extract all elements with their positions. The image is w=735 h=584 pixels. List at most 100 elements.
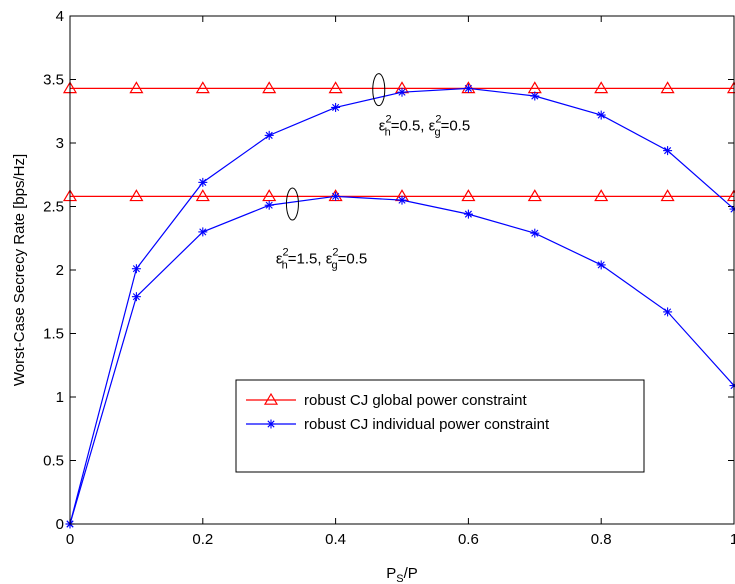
triangle-marker xyxy=(594,81,609,94)
annotation-sup: 2 xyxy=(435,113,441,125)
legend-box xyxy=(235,379,645,473)
y-tick-label: 0.5 xyxy=(43,453,64,470)
plot-frame xyxy=(69,15,735,525)
y-axis-label: Worst-Case Secrecy Rate [bps/Hz] xyxy=(11,154,28,386)
star-stroke xyxy=(265,131,273,139)
annotation-value: =0.5, ε xyxy=(391,117,436,134)
star-marker xyxy=(663,307,673,317)
star-stroke xyxy=(132,293,140,301)
annotation-sup: 2 xyxy=(332,247,338,259)
star-stroke xyxy=(464,84,472,92)
star-stroke xyxy=(199,228,207,236)
annotation-ellipse xyxy=(372,73,386,107)
star-stroke xyxy=(664,147,672,155)
star-stroke xyxy=(597,261,605,269)
triangle-marker xyxy=(328,81,343,94)
legend: robust CJ global power constraint robust … xyxy=(235,379,645,473)
star-marker xyxy=(266,419,276,429)
annotations: ε2 h=0.5, ε2 g=0.5ε2 h=1.5, ε2 g=0.5 xyxy=(276,73,470,272)
annotation-sub: g xyxy=(332,260,338,272)
star-stroke xyxy=(464,210,472,218)
x-tick-label: 0.4 xyxy=(325,531,346,548)
y-tick-label: 4 xyxy=(56,8,64,25)
star-stroke xyxy=(132,265,140,273)
x-axis-label-rest: /P xyxy=(404,565,418,582)
x-axis-label: PS/P xyxy=(386,565,418,584)
x-tick-label: 1 xyxy=(730,531,735,548)
y-tick-label: 2.5 xyxy=(43,199,64,216)
star-stroke xyxy=(597,111,605,119)
triangle-marker xyxy=(195,189,210,202)
star-stroke xyxy=(398,88,406,96)
legend-entry-triangle: robust CJ global power constraint xyxy=(246,392,527,409)
star-stroke xyxy=(531,92,539,100)
star-marker xyxy=(397,87,407,97)
annotation-sub: h xyxy=(385,126,391,138)
star-stroke xyxy=(332,103,340,112)
triangle-marker xyxy=(129,189,144,202)
triangle-marker xyxy=(195,81,210,94)
triangle-marker xyxy=(129,81,144,94)
triangle-marker xyxy=(263,392,279,405)
star-stroke xyxy=(332,192,340,200)
star-marker xyxy=(264,200,274,210)
annotation-sub: h xyxy=(282,260,288,272)
x-tick-label: 0 xyxy=(66,531,74,548)
legend-label: robust CJ individual power constraint xyxy=(304,416,550,433)
star-marker xyxy=(530,228,540,238)
star-stroke xyxy=(199,178,207,186)
triangle-marker xyxy=(660,189,675,202)
annotation-symbol: ε xyxy=(379,117,386,134)
triangle-marker xyxy=(594,189,609,202)
x-tick-label: 0.8 xyxy=(591,531,612,548)
legend-entry-star: robust CJ individual power constraint xyxy=(246,416,550,433)
star-marker xyxy=(131,292,141,302)
annotation-value: =0.5 xyxy=(338,251,368,268)
triangle-marker xyxy=(461,189,476,202)
star-marker xyxy=(397,195,407,205)
x-axis-label-sub: S xyxy=(396,573,403,584)
star-marker xyxy=(131,264,141,274)
star-marker xyxy=(198,227,208,237)
star-stroke xyxy=(531,229,539,237)
star-stroke xyxy=(265,201,273,209)
x-axis-label-main: P xyxy=(386,565,396,582)
triangle-marker xyxy=(660,81,675,94)
x-tick-label: 0.2 xyxy=(192,531,213,548)
star-marker xyxy=(596,260,606,270)
y-tick-label: 0 xyxy=(56,516,64,533)
x-tick-label: 0.6 xyxy=(458,531,479,548)
triangle-marker xyxy=(527,189,542,202)
legend-label: robust CJ global power constraint xyxy=(304,392,527,409)
annotation-sup: 2 xyxy=(385,113,391,125)
star-marker xyxy=(530,91,540,101)
y-tick-label: 1.5 xyxy=(43,326,64,343)
star-marker xyxy=(596,110,606,120)
annotation-sub: g xyxy=(434,126,440,138)
y-tick-label: 3.5 xyxy=(43,72,64,89)
annotation-lower: ε2 h=1.5, ε2 g=0.5 xyxy=(276,187,367,272)
triangle-marker xyxy=(262,81,277,94)
annotation-text: ε2 h=0.5, ε2 g=0.5 xyxy=(379,113,470,138)
y-tick-label: 2 xyxy=(56,262,64,279)
annotation-upper: ε2 h=0.5, ε2 g=0.5 xyxy=(372,73,470,138)
triangle-marker xyxy=(262,189,277,202)
y-tick-label: 1 xyxy=(56,389,64,406)
annotation-ellipse xyxy=(285,187,299,221)
star-marker xyxy=(331,191,341,201)
y-tick-label: 3 xyxy=(56,135,64,152)
star-marker xyxy=(663,146,673,156)
star-marker xyxy=(463,83,473,93)
annotation-text: ε2 h=1.5, ε2 g=0.5 xyxy=(276,247,367,272)
star-marker xyxy=(264,130,274,140)
star-marker xyxy=(463,209,473,219)
annotation-value: =1.5, ε xyxy=(288,251,333,268)
legend-entries: robust CJ global power constraint robust … xyxy=(246,392,550,433)
star-stroke xyxy=(267,420,275,428)
annotation-symbol: ε xyxy=(276,251,283,268)
star-stroke xyxy=(398,196,406,204)
star-marker xyxy=(331,102,341,112)
star-stroke xyxy=(664,308,672,316)
star-marker xyxy=(198,177,208,187)
